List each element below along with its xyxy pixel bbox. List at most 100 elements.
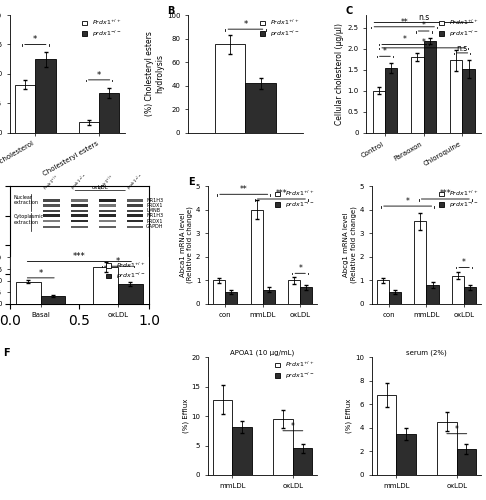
Bar <box>424 41 436 133</box>
Text: GAPDH: GAPDH <box>146 224 164 230</box>
Text: *: * <box>422 22 426 30</box>
Bar <box>41 296 66 304</box>
Bar <box>262 290 275 304</box>
Bar <box>127 204 143 206</box>
Text: ***: *** <box>276 190 287 198</box>
Text: *: * <box>406 196 410 205</box>
Bar <box>93 267 118 304</box>
Text: *: * <box>97 70 101 80</box>
Bar <box>127 210 143 212</box>
Text: n.s: n.s <box>418 14 429 22</box>
Bar <box>71 220 87 222</box>
Bar <box>415 222 427 304</box>
Bar <box>396 434 416 475</box>
Text: Nuclear
extraction: Nuclear extraction <box>14 194 39 205</box>
Bar <box>385 68 398 133</box>
Text: E: E <box>188 176 195 186</box>
Bar <box>213 400 232 475</box>
Text: *: * <box>402 35 406 44</box>
Y-axis label: Cellular cholesterol (μg/μl): Cellular cholesterol (μg/μl) <box>335 23 345 125</box>
Bar <box>43 214 60 217</box>
Y-axis label: (%) Cholesteryl esters
hydrolysis: (%) Cholesteryl esters hydrolysis <box>145 32 164 116</box>
Legend: $\it{Prdx1}$$^{+/+}$, $\it{prdx1}$$^{-/-}$: $\it{Prdx1}$$^{+/+}$, $\it{prdx1}$$^{-/-… <box>275 360 314 381</box>
Bar <box>457 449 476 475</box>
Bar <box>99 214 116 217</box>
Bar <box>411 57 424 133</box>
Text: $Prdx1^{+/+}$: $Prdx1^{+/+}$ <box>97 172 118 193</box>
Text: Cytoplasmic
extraction: Cytoplasmic extraction <box>14 214 44 225</box>
Bar <box>99 93 120 133</box>
Text: *: * <box>462 258 466 267</box>
Y-axis label: Abcg1 mRNA level
(Relative fold change): Abcg1 mRNA level (Relative fold change) <box>344 206 357 284</box>
Bar <box>71 214 87 217</box>
Bar <box>245 84 276 133</box>
Bar <box>427 285 438 304</box>
Text: C: C <box>346 6 353 16</box>
Text: n.s: n.s <box>457 44 468 52</box>
Text: *: * <box>38 268 43 278</box>
Bar <box>79 122 99 133</box>
Legend: $\it{Prdx1}$$^{+/+}$, $\it{prdx1}$$^{-/-}$: $\it{Prdx1}$$^{+/+}$, $\it{prdx1}$$^{-/-… <box>82 18 122 39</box>
Text: PRDX1: PRDX1 <box>146 203 163 208</box>
Legend: $\it{Prdx1}$$^{+/+}$, $\it{prdx1}$$^{-/-}$: $\it{Prdx1}$$^{+/+}$, $\it{prdx1}$$^{-/-… <box>275 189 314 210</box>
Text: B: B <box>167 6 174 16</box>
Bar <box>250 210 262 304</box>
Bar <box>452 276 464 304</box>
Bar <box>213 280 225 304</box>
Y-axis label: (%) Efflux: (%) Efflux <box>346 399 352 433</box>
Bar <box>43 204 60 206</box>
Bar <box>225 292 237 304</box>
Text: $Prdx1^{+/+}$: $Prdx1^{+/+}$ <box>41 172 62 193</box>
Bar <box>43 210 60 212</box>
Text: *: * <box>33 35 37 44</box>
Text: *: * <box>298 264 302 273</box>
Bar <box>127 226 143 228</box>
Text: **: ** <box>240 184 248 194</box>
Bar <box>43 226 60 228</box>
Bar <box>71 210 87 212</box>
Bar <box>232 426 252 475</box>
Text: LMNB: LMNB <box>146 208 160 213</box>
Text: $prdx1^{-/-}$: $prdx1^{-/-}$ <box>69 171 90 192</box>
Bar <box>377 395 396 475</box>
Bar <box>99 226 116 228</box>
Bar <box>99 220 116 222</box>
Text: ***: *** <box>439 190 451 198</box>
Bar <box>274 419 293 475</box>
Bar <box>43 199 60 202</box>
Bar <box>462 69 475 133</box>
Bar <box>464 288 476 304</box>
Text: NR1H3: NR1H3 <box>146 213 163 218</box>
Text: F: F <box>3 348 9 358</box>
Legend: $\it{Prdx1}$$^{+/+}$, $\it{prdx1}$$^{-/-}$: $\it{Prdx1}$$^{+/+}$, $\it{prdx1}$$^{-/-… <box>106 260 146 281</box>
Bar <box>215 44 245 133</box>
Text: *: * <box>243 20 247 28</box>
Legend: $\it{Prdx1}$$^{+/+}$, $\it{prdx1}$$^{-/-}$: $\it{Prdx1}$$^{+/+}$, $\it{prdx1}$$^{-/-… <box>438 189 478 210</box>
Text: PRDX1: PRDX1 <box>146 218 163 224</box>
Text: *: * <box>422 38 426 48</box>
Bar <box>300 288 312 304</box>
Text: $prdx1^{-/-}$: $prdx1^{-/-}$ <box>124 171 146 192</box>
Legend: $\it{Prdx1}$$^{+/+}$, $\it{prdx1}$$^{-/-}$: $\it{Prdx1}$$^{+/+}$, $\it{prdx1}$$^{-/-… <box>260 18 300 39</box>
Bar <box>71 226 87 228</box>
Bar <box>118 284 143 304</box>
Bar <box>99 210 116 212</box>
Text: ***: *** <box>73 252 86 262</box>
Bar <box>43 220 60 222</box>
Text: *: * <box>455 424 459 434</box>
Text: *: * <box>116 257 120 266</box>
Y-axis label: (%) Efflux: (%) Efflux <box>182 399 189 433</box>
Title: serum (2%): serum (2%) <box>406 350 447 356</box>
Text: NR1H3: NR1H3 <box>146 198 163 203</box>
Bar <box>16 282 41 304</box>
Bar <box>377 280 389 304</box>
Legend: $\it{Prdx1}$$^{+/+}$, $\it{prdx1}$$^{-/-}$: $\it{Prdx1}$$^{+/+}$, $\it{prdx1}$$^{-/-… <box>438 18 478 39</box>
Bar <box>127 199 143 202</box>
Y-axis label: Abca1 mRNA level
(Relative fold change): Abca1 mRNA level (Relative fold change) <box>179 206 193 284</box>
Bar <box>450 60 462 133</box>
Bar <box>71 204 87 206</box>
Bar <box>71 199 87 202</box>
Bar <box>99 204 116 206</box>
Bar <box>15 84 35 133</box>
Bar <box>99 199 116 202</box>
